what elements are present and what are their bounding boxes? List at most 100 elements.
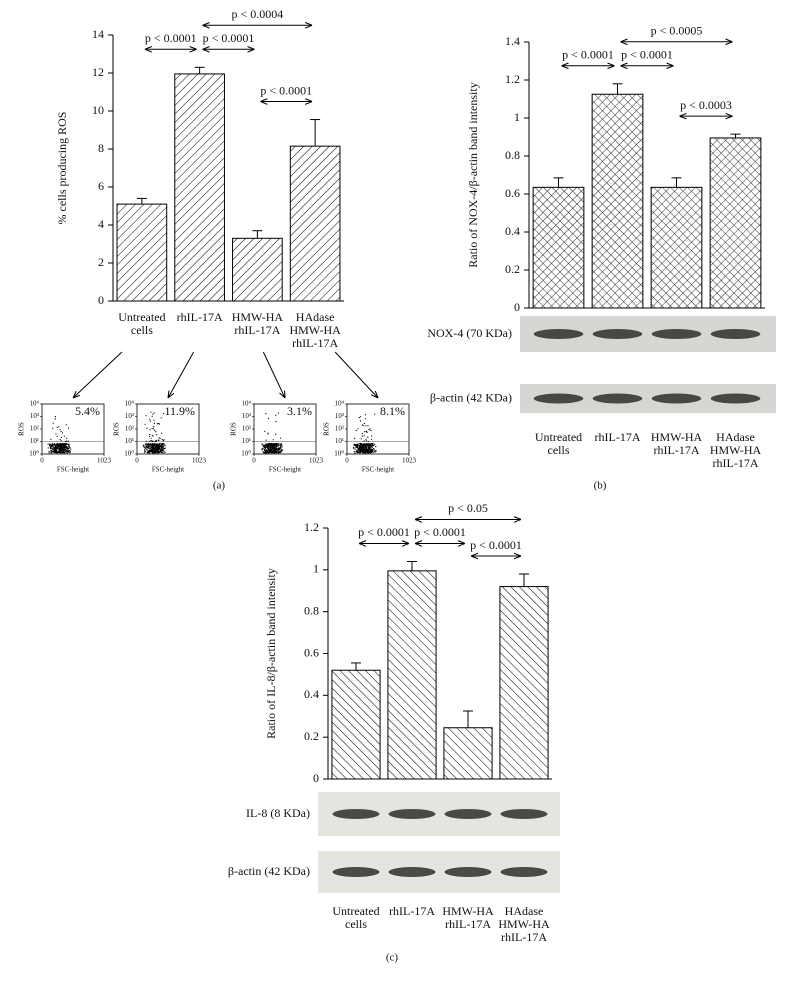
- dot: [370, 438, 373, 440]
- dot: [161, 432, 163, 434]
- error-bar: [730, 133, 741, 138]
- inset-y-tick-label: 10⁴: [125, 400, 135, 408]
- dot: [69, 450, 71, 452]
- dot: [267, 444, 269, 446]
- blot-band: [710, 329, 761, 339]
- significance-label: p < 0.0001: [621, 48, 673, 62]
- dot: [278, 451, 280, 453]
- blot-band: [533, 393, 584, 404]
- dot: [161, 446, 163, 448]
- dot: [280, 447, 282, 449]
- dot: [149, 418, 151, 420]
- dot: [52, 422, 54, 424]
- dot: [53, 448, 56, 450]
- dot: [144, 450, 146, 452]
- dot: [161, 452, 163, 454]
- x-tick-label: rhIL-17A: [445, 917, 491, 931]
- dot: [63, 443, 65, 445]
- dot: [276, 445, 278, 447]
- dot: [374, 413, 376, 415]
- dot: [157, 451, 159, 453]
- dot: [367, 443, 369, 445]
- dot: [164, 447, 166, 449]
- dot: [357, 446, 359, 448]
- dot: [55, 444, 57, 446]
- dot: [158, 423, 160, 425]
- scatter-dots: [142, 411, 166, 454]
- inset-x-tick-label: 0: [345, 457, 349, 465]
- inset-y-tick-label: 10³: [125, 412, 134, 420]
- dot: [269, 450, 271, 452]
- dot: [160, 447, 162, 449]
- dot: [373, 451, 375, 453]
- dot: [354, 452, 356, 454]
- dot: [275, 421, 277, 423]
- dot: [278, 452, 280, 454]
- dot: [262, 447, 264, 449]
- dot: [48, 452, 50, 454]
- dot: [268, 417, 270, 420]
- dot: [266, 451, 268, 453]
- dot: [66, 446, 68, 449]
- dot: [53, 449, 55, 451]
- inset-y-tick-label: 10¹: [30, 437, 39, 445]
- dot: [58, 451, 60, 453]
- dot: [59, 445, 61, 447]
- dot: [154, 446, 156, 449]
- dot: [155, 449, 157, 451]
- dot: [359, 449, 361, 451]
- dot: [275, 433, 277, 435]
- arrow: [262, 351, 285, 398]
- significance-label: p < 0.05: [448, 501, 488, 515]
- dot: [67, 448, 69, 450]
- dot: [370, 452, 372, 454]
- dot: [158, 437, 160, 439]
- dot: [357, 428, 359, 430]
- dot: [263, 446, 265, 448]
- x-tick-label: rhIL-17A: [501, 930, 547, 944]
- dot: [145, 415, 147, 417]
- dot: [278, 444, 280, 446]
- dot: [364, 418, 366, 420]
- inset-x-tick-label: 0: [135, 457, 139, 465]
- dot: [145, 440, 147, 442]
- dot: [60, 443, 62, 446]
- dot: [152, 413, 154, 415]
- dot: [153, 419, 155, 421]
- dot: [273, 448, 275, 450]
- dot: [53, 444, 55, 446]
- dot: [277, 443, 279, 445]
- dot: [362, 452, 364, 454]
- dot: [55, 433, 57, 435]
- dot: [158, 445, 160, 447]
- inset-x-label: FSC-height: [362, 466, 394, 474]
- dot: [370, 445, 372, 447]
- dot: [370, 430, 372, 432]
- blot-band: [533, 329, 584, 339]
- dot: [374, 443, 376, 445]
- x-tick-label: rhIL-17A: [654, 443, 700, 457]
- dot: [147, 447, 149, 449]
- dot: [360, 442, 362, 445]
- dot: [155, 440, 157, 442]
- dot: [66, 437, 68, 439]
- dot: [357, 451, 359, 453]
- dot: [271, 449, 273, 451]
- dot: [56, 435, 58, 437]
- y-tick-label: 1.2: [304, 520, 319, 534]
- dot: [363, 435, 365, 437]
- dot: [278, 448, 280, 451]
- dot: [281, 449, 283, 451]
- y-tick-label: 2: [98, 255, 104, 269]
- inset-value-label: 5.4%: [75, 404, 100, 418]
- dot: [60, 450, 62, 452]
- dot: [143, 445, 145, 448]
- dot: [146, 427, 148, 429]
- dot: [358, 451, 360, 453]
- panel-label: (b): [594, 480, 607, 492]
- dot: [363, 424, 365, 426]
- dot: [151, 434, 153, 436]
- dot: [277, 412, 280, 414]
- dot: [364, 443, 366, 445]
- bar: [174, 73, 225, 302]
